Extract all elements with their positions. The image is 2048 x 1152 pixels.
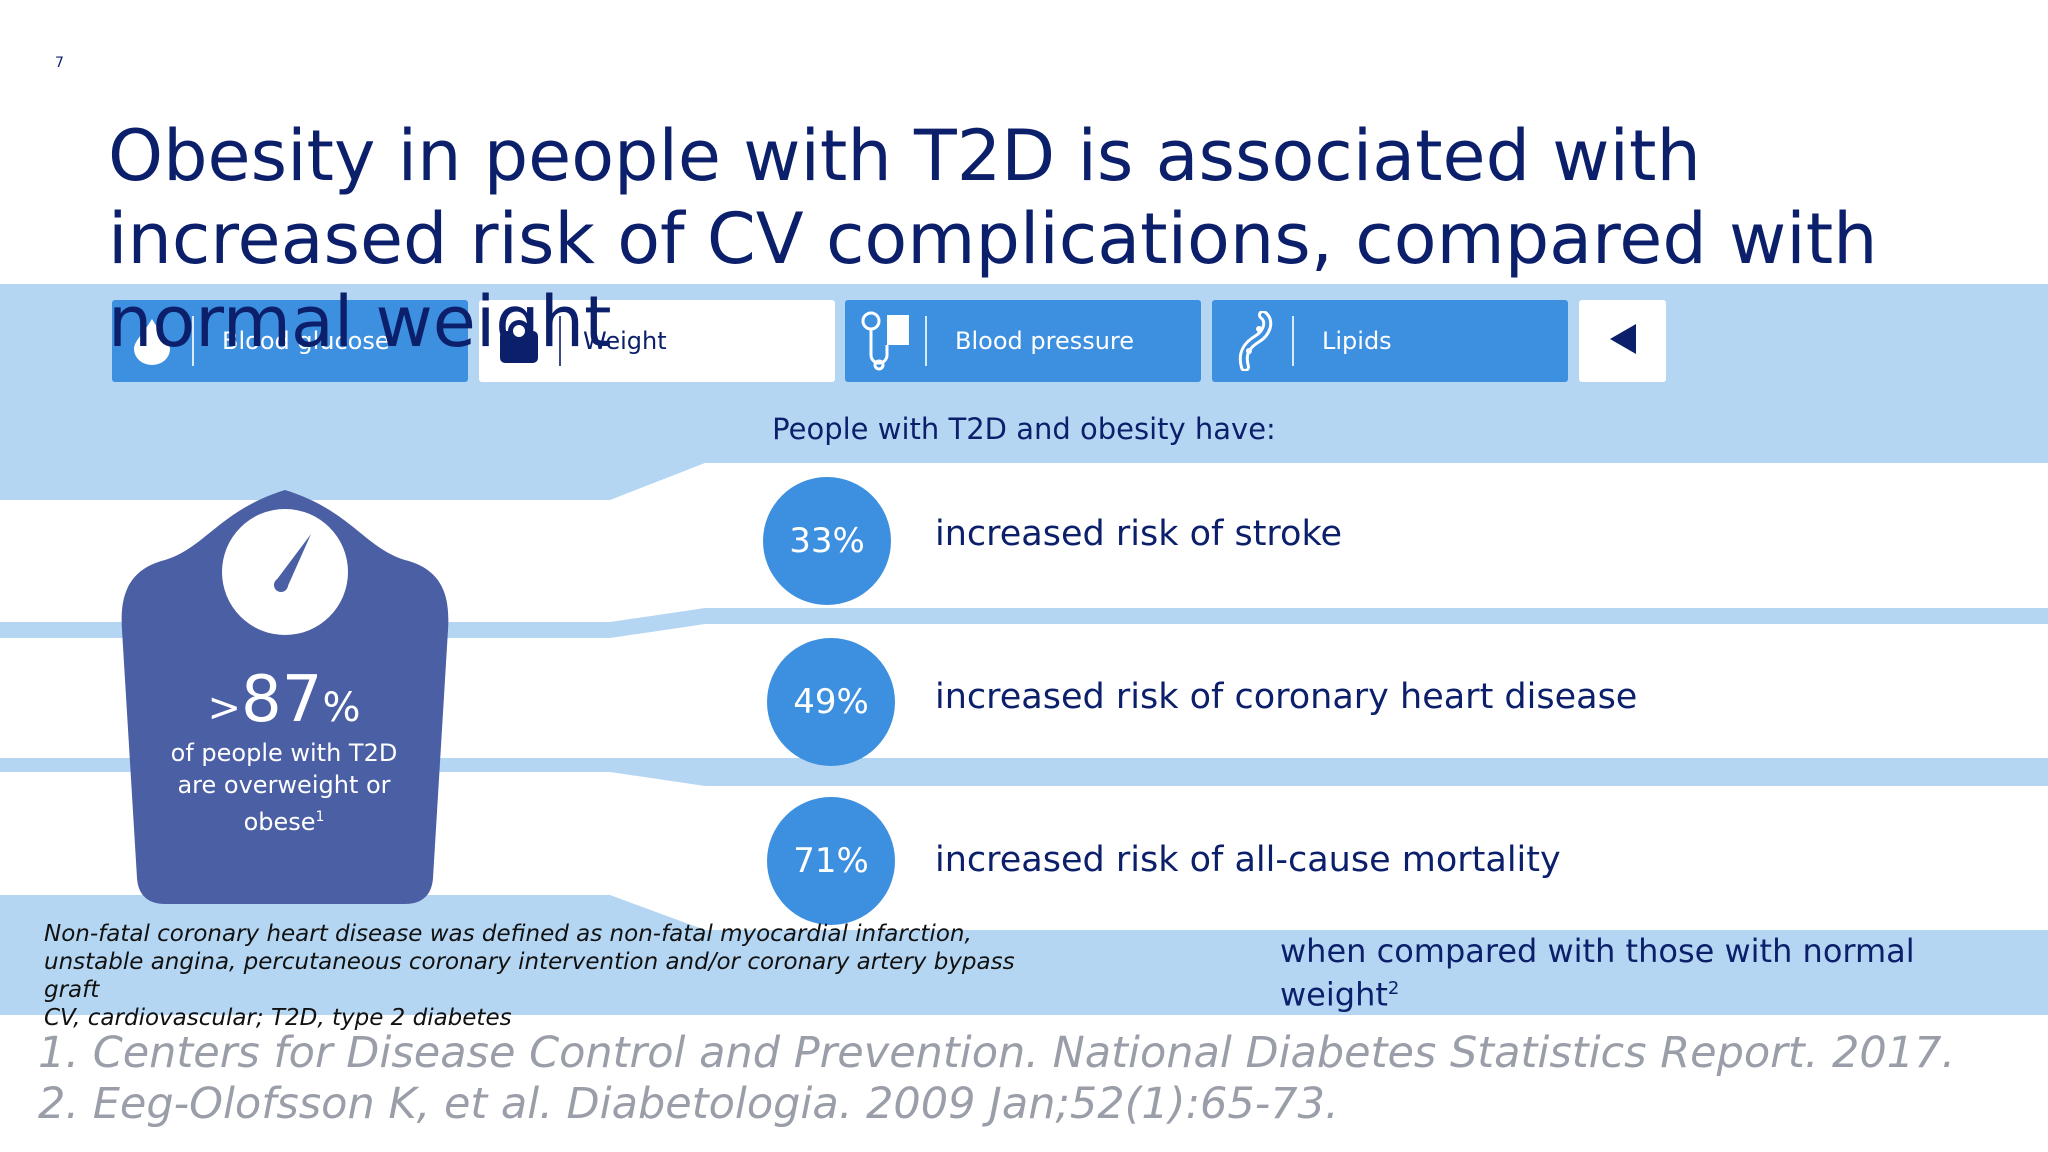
tab-blood-pressure[interactable]: Blood pressure: [845, 300, 1201, 382]
page-number: 7: [55, 55, 64, 71]
tab-separator: [925, 316, 927, 366]
tab-label: Blood glucose: [222, 327, 390, 355]
tab-label: Blood pressure: [955, 327, 1135, 355]
risk-statement: increased risk of all-cause mortality: [935, 840, 1561, 880]
previous-button[interactable]: [1579, 300, 1666, 382]
dial-needle: [275, 534, 311, 588]
value-prefix: >: [207, 685, 242, 731]
value-number: 87: [241, 663, 323, 737]
tab-separator: [559, 316, 561, 366]
value-suffix: %: [322, 685, 361, 731]
risk-statement: increased risk of coronary heart disease: [935, 677, 1638, 717]
risk-emphasis: coronary heart disease: [1234, 677, 1638, 717]
reference-line: 1. Centers for Disease Control and Preve…: [38, 1028, 1956, 1078]
scale-caption-line: obese1: [243, 808, 325, 836]
scale-icon: [479, 300, 559, 382]
comparison-note: when compared with those with normal wei…: [1280, 932, 1915, 1014]
subheading: People with T2D and obesity have:: [772, 412, 1276, 446]
risk-percent-badge: 33%: [763, 477, 891, 605]
reference-line: 2. Eeg-Olofsson K, et al. Diabetologia. …: [38, 1079, 1339, 1129]
scale-caption: of people with T2D are overweight or obe…: [118, 737, 450, 838]
risk-percent-badge: 71%: [767, 797, 895, 925]
weighing-scale-graphic: [121, 490, 449, 904]
scale-caption-line: of people with T2D: [170, 739, 398, 767]
tab-separator: [1292, 316, 1294, 366]
scale-value: >87%: [118, 665, 450, 743]
risk-statement: increased risk of stroke: [935, 514, 1343, 554]
tab-separator: [192, 316, 194, 366]
tab-label: Weight: [583, 327, 667, 355]
references: 1. Centers for Disease Control and Preve…: [38, 1028, 2038, 1130]
scale-caption-line: are overweight or: [177, 771, 391, 799]
risk-emphasis: stroke: [1234, 514, 1343, 554]
tab-lipids[interactable]: Lipids: [1212, 300, 1568, 382]
triangle-left-icon: [1608, 322, 1638, 360]
reference-mark: 2: [1387, 978, 1400, 999]
tab-weight[interactable]: Weight: [479, 300, 835, 382]
tab-blood-glucose[interactable]: Blood glucose: [112, 300, 468, 382]
reference-mark: 1: [315, 809, 325, 825]
slide-title: Obesity in people with T2D is associated…: [108, 115, 1878, 363]
blood-drop-icon: [112, 300, 192, 382]
tab-label: Lipids: [1322, 327, 1392, 355]
footnotes: Non-fatal coronary heart disease was def…: [44, 920, 1024, 1032]
risk-emphasis: all-cause mortality: [1234, 840, 1561, 880]
risk-percent-badge: 49%: [767, 638, 895, 766]
blood-pressure-cuff-icon: [845, 300, 925, 382]
artery-icon: [1212, 300, 1292, 382]
footnote-line: CV, cardiovascular; T2D, type 2 diabetes: [44, 1005, 512, 1031]
footnote-line: Non-fatal coronary heart disease was def…: [44, 921, 1015, 1003]
